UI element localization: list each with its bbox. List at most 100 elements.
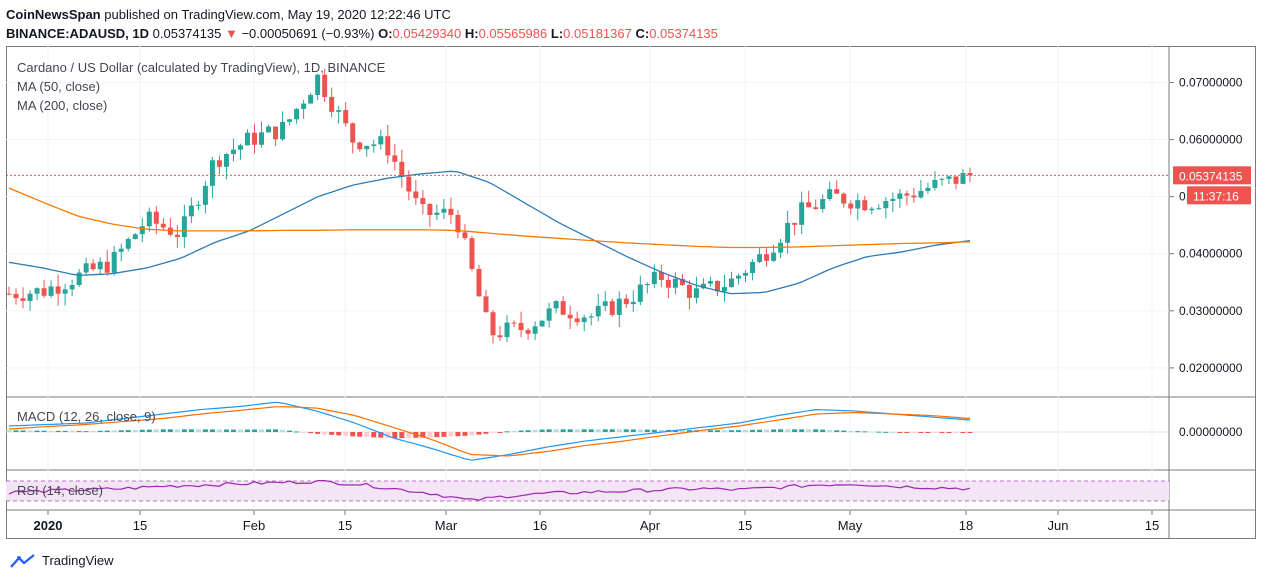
candle-body [925,187,931,191]
candle-body [125,238,131,249]
macd-legend[interactable]: MACD (12, 26, close, 9) [17,409,156,424]
macd-histogram-bar [546,429,552,432]
macd-histogram-bar [76,431,82,433]
down-arrow-icon: ▼ [224,26,238,41]
low-label: L: [550,26,564,41]
macd-tick-label: 0.00000000 [1179,425,1243,439]
x-tick-label: 2020 [34,518,63,533]
macd-histogram-bar [174,429,180,432]
macd-histogram-bar [111,430,117,432]
macd-histogram-bar [343,432,349,436]
macd-histogram-bar [181,429,187,432]
macd-histogram-bar [41,430,47,432]
candle-body [146,211,152,227]
candle-body [658,271,664,280]
macd-histogram-bar [6,430,12,432]
candle-body [364,145,370,150]
candle-body [518,322,524,331]
y-tick-label: 0.06000000 [1179,133,1243,147]
macd-histogram-bar [448,432,454,437]
macd-histogram-bar [27,430,33,432]
signal-line [8,406,971,457]
macd-histogram-bar [967,432,973,433]
candle-body [560,301,566,315]
macd-histogram-bar [518,430,524,432]
macd-histogram-bar [721,430,727,432]
rsi-legend[interactable]: RSI (14, close) [17,483,103,498]
macd-histogram-bar [644,429,650,432]
candle-body [13,293,19,299]
candle-body [623,298,629,305]
candle-body [237,145,243,150]
macd-histogram-bar [273,429,279,432]
macd-histogram-bar [883,431,889,433]
macd-histogram-bar [806,429,812,432]
candle-body [399,161,405,177]
macd-histogram-bar [490,432,496,433]
chart-frame[interactable] [6,46,1256,539]
macd-histogram-bar [322,432,328,435]
macd-histogram-bar [827,429,833,432]
candle-body [202,185,208,205]
macd-histogram-bar [69,430,75,432]
candle-body [455,214,461,233]
macd-histogram-bar [34,430,40,432]
candle-body [27,293,33,301]
candle-body [813,207,819,209]
y-tick-label: 0.04000000 [1179,247,1243,261]
candle-body [252,132,258,145]
macd-histogram-bar [315,432,321,434]
macd-histogram-bar [855,431,861,433]
macd-histogram-bar [862,431,868,433]
candle-body [862,200,868,211]
candle-body [932,179,938,188]
macd-histogram-bar [209,429,215,432]
publisher-line: CoinNewsSpan published on TradingView.co… [6,7,451,22]
ma200-legend[interactable]: MA (200, close) [17,98,108,113]
macd-histogram-bar [385,432,391,439]
publisher-name[interactable]: CoinNewsSpan [6,7,101,22]
macd-histogram-bar [139,429,145,432]
macd-histogram-bar [167,429,173,432]
candle-body [357,142,363,150]
tradingview-logo-icon[interactable] [10,553,36,568]
macd-histogram-bar [252,429,258,432]
macd-histogram-bar [778,429,784,432]
macd-histogram-bar [364,432,370,438]
candle-body [174,234,180,238]
candle-body [244,132,250,146]
macd-histogram-bar [469,432,475,436]
candle-body [195,204,201,206]
ma50-line [8,170,971,295]
candle-body [609,301,615,315]
ma50-legend[interactable]: MA (50, close) [17,79,101,94]
macd-histogram-bar [132,429,138,432]
macd-histogram-bar [595,429,601,432]
macd-histogram-bar [553,429,559,432]
macd-histogram-bar [602,429,608,432]
macd-histogram-bar [244,429,250,432]
y-tick-label: 0.02000000 [1179,361,1243,375]
candle-body [55,286,61,294]
macd-histogram-bar [532,429,538,432]
time-badge-label: 11:37:16 [1193,189,1239,203]
candle-body [714,280,720,292]
macd-histogram-bar [497,432,503,433]
x-tick-label: 15 [133,518,147,533]
candle-body [287,119,293,122]
candle-body [532,326,538,334]
x-tick-label: Feb [243,518,265,533]
macd-histogram-bar [960,432,966,433]
footer-brand[interactable]: TradingView [42,553,114,568]
candle-body [490,312,496,336]
candle-body [764,254,770,261]
candle-body [946,176,952,179]
ma200-line [8,187,971,249]
macd-histogram-bar [897,432,903,433]
macd-histogram-bar [420,432,426,438]
candle-body [48,286,54,296]
candle-body [266,126,272,133]
candle-body [876,208,882,210]
candle-body [167,227,173,235]
